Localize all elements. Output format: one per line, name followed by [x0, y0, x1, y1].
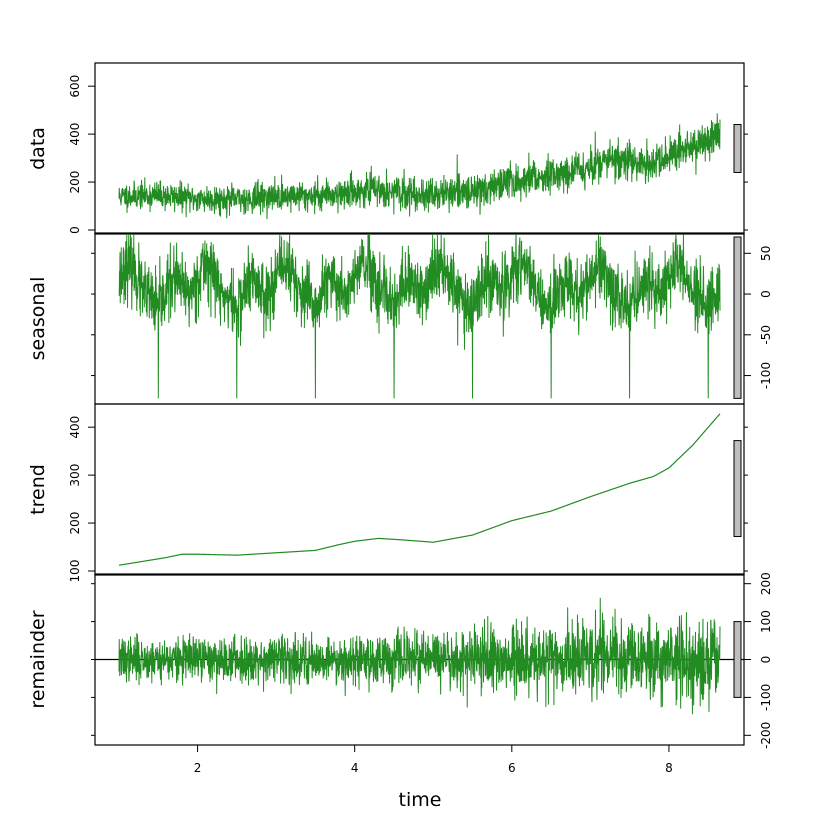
data-series-line	[118, 113, 721, 220]
remainder-scale-bar	[733, 621, 742, 698]
y-tick-label: 50	[759, 246, 773, 261]
y-tick-label: 100	[759, 610, 773, 633]
y-tick-label: 0	[759, 656, 773, 664]
x-tick-label: 6	[508, 761, 516, 775]
trend-panel-frame	[94, 403, 745, 576]
y-tick-label: 200	[68, 512, 82, 535]
data-panel-frame	[94, 62, 745, 235]
y-tick-label: 0	[68, 226, 82, 234]
y-tick-label: 300	[68, 464, 82, 487]
y-tick-label: 200	[759, 572, 773, 595]
trend-scale-bar	[733, 440, 742, 537]
seasonal-series-line	[118, 233, 721, 399]
panel-seasonal: -100 -50 0 50 seasonal	[27, 232, 773, 405]
y-tick-label: -100	[759, 362, 773, 389]
y-tick-label: 100	[68, 560, 82, 583]
y-tick-label: 600	[68, 75, 82, 98]
trend-series-line	[118, 413, 721, 566]
remainder-series-line	[118, 597, 721, 715]
y-tick-label: -100	[759, 684, 773, 711]
data-panel-label: data	[27, 127, 49, 170]
trend-panel-label: trend	[27, 464, 49, 515]
seasonal-panel-frame	[94, 232, 745, 405]
data-scale-bar	[733, 124, 742, 173]
y-tick-label: 400	[68, 123, 82, 146]
y-tick-label: 0	[759, 290, 773, 298]
remainder-panel-label: remainder	[27, 610, 49, 708]
panel-data: 0 200 400 600 data	[27, 62, 748, 235]
y-tick-label: 400	[68, 416, 82, 439]
y-tick-label: -200	[759, 722, 773, 749]
seasonal-scale-bar	[733, 236, 742, 399]
x-tick-label: 2	[194, 761, 202, 775]
panel-trend: 100 200 300 400 trend	[27, 403, 748, 583]
x-axis-title: time	[399, 789, 442, 811]
x-tick-label: 8	[665, 761, 673, 775]
y-tick-label: -50	[759, 325, 773, 345]
panel-remainder: -200 -100 0 100 200 remainder	[27, 572, 773, 749]
y-tick-label: 200	[68, 171, 82, 194]
x-tick-label: 4	[351, 761, 359, 775]
seasonal-panel-label: seasonal	[27, 277, 49, 361]
